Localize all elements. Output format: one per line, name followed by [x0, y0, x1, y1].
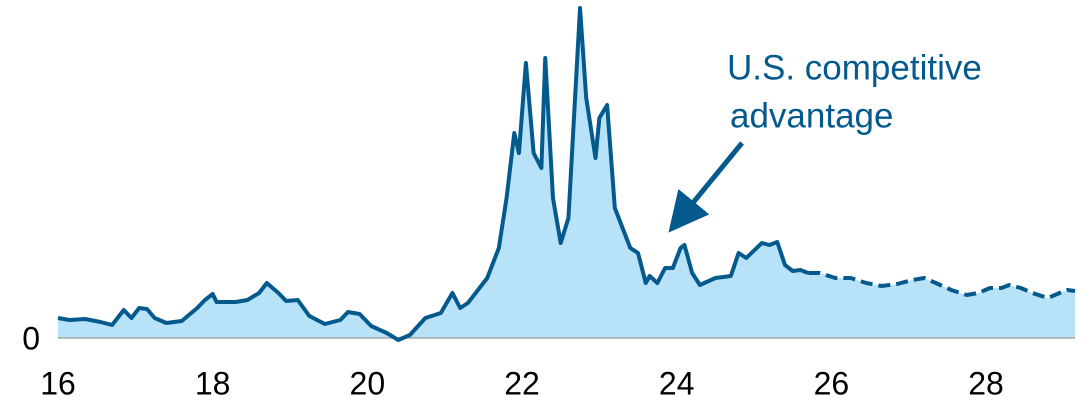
- area-fill: [58, 8, 809, 340]
- annotation: U.S. competitive: [727, 48, 982, 87]
- x-tick-label: 26: [814, 365, 850, 401]
- x-tick-label: 18: [195, 365, 231, 401]
- x-tick-label: 28: [968, 365, 1004, 401]
- y-tick-label: 0: [22, 320, 40, 356]
- annotation: advantage: [730, 96, 893, 135]
- line: [808, 271, 1076, 300]
- line: [57, 6, 809, 342]
- area-fill: [808, 273, 1075, 338]
- x-tick-label: 22: [504, 365, 540, 401]
- x-tick-label: 20: [350, 365, 386, 401]
- annotation-arrow: [668, 141, 744, 233]
- x-tick-label: 16: [40, 365, 76, 401]
- plot-area: 016 18 20 22 24 26 28: [22, 6, 1076, 401]
- x-tick-label: 24: [659, 365, 695, 401]
